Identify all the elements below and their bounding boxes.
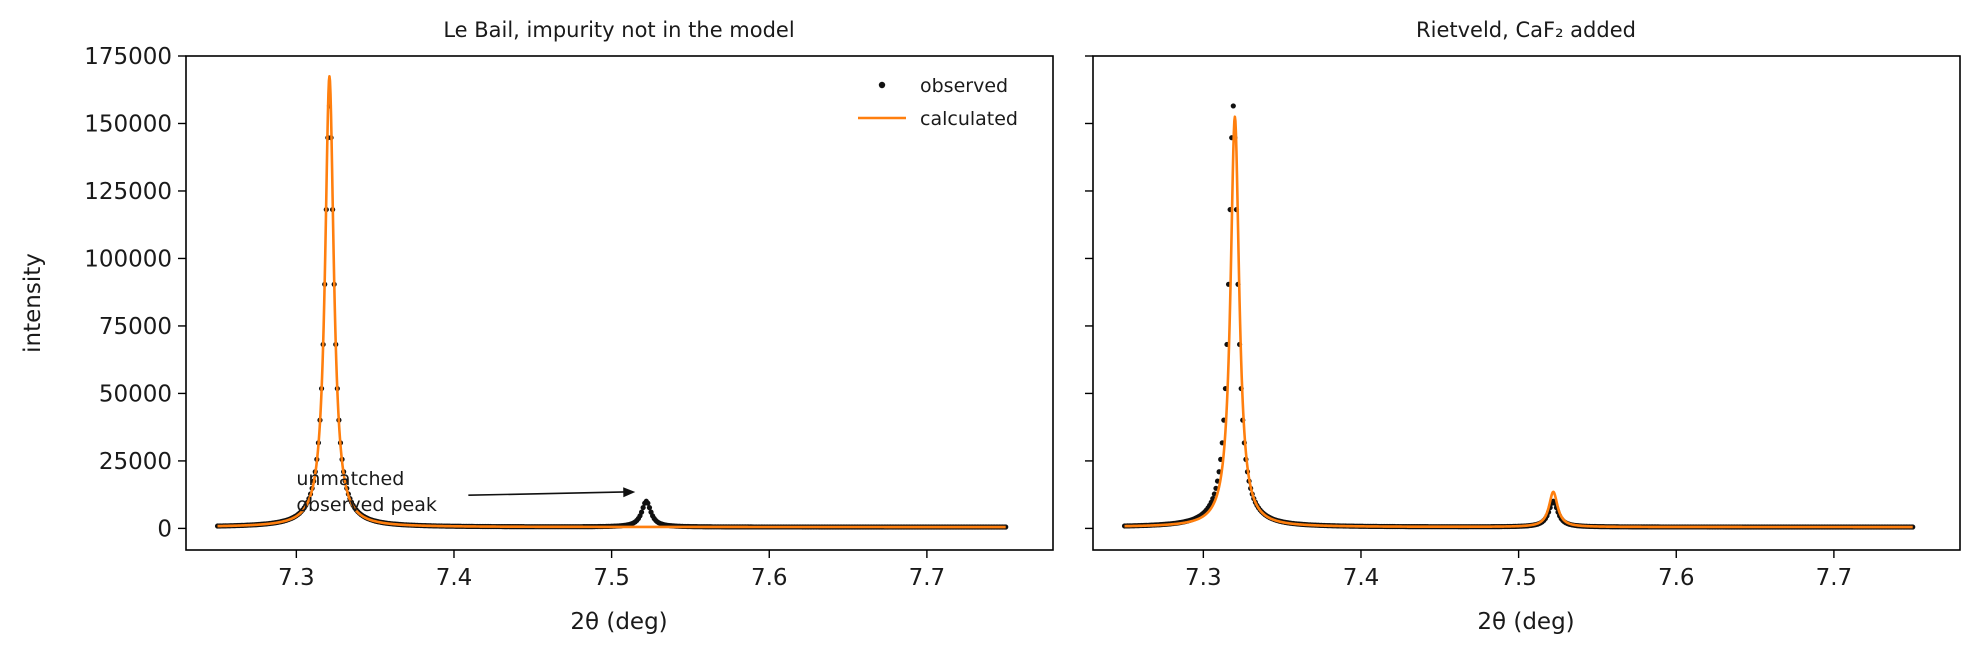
- right-x-tick-label: 7.3: [1185, 565, 1222, 591]
- y-axis-label: intensity: [20, 253, 46, 353]
- right-x-tick-label: 7.7: [1816, 565, 1853, 591]
- left-observed-point: [646, 505, 653, 511]
- left-y-tick-label: 25000: [99, 449, 172, 475]
- left-x-axis-label: 2θ (deg): [570, 609, 667, 635]
- left-annotation-arrow: [468, 491, 626, 497]
- left-plot-area: 7.3 7.4 7.5 7.6 7.7 0 25000 50000 75000 100000 125…: [84, 44, 1009, 591]
- left-y-tick-label: 0: [157, 516, 172, 542]
- left-observed-point: [640, 504, 646, 511]
- left-series-group: [214, 74, 1009, 530]
- left-x-tick-label: 7.4: [436, 565, 473, 591]
- left-annotation-text: unmatched: [296, 468, 404, 490]
- left-axes-frame: [185, 55, 1054, 551]
- right-calculated-line: [1123, 115, 1914, 529]
- left-observed-point: [645, 500, 651, 506]
- left-x-tick-label: 7.6: [751, 565, 788, 591]
- legend-calculated-label: calculated: [920, 108, 1018, 130]
- left-calculated-line: [216, 74, 1007, 529]
- right-plot-area: 7.3 7.4 7.5 7.6 7.7: [1085, 55, 1916, 591]
- left-y-tick-label: 150000: [84, 111, 172, 137]
- right-axes-frame: [1092, 55, 1961, 551]
- left-y-tick-label: 75000: [99, 314, 172, 340]
- left-observed-point: [638, 509, 645, 515]
- left-x-tick-label: 7.5: [593, 565, 630, 591]
- legend-observed-label: observed: [920, 75, 1008, 97]
- left-panel-title: Le Bail, impurity not in the model: [443, 18, 794, 42]
- right-x-tick-label: 7.5: [1500, 565, 1537, 591]
- right-series-group: [1121, 103, 1916, 530]
- left-annotation: unmatched observed peak: [296, 468, 636, 516]
- right-x-axis-label: 2θ (deg): [1477, 609, 1574, 635]
- left-y-tick-label: 125000: [84, 179, 172, 205]
- left-annotation-text: observed peak: [296, 494, 437, 516]
- legend: observed calculated: [858, 75, 1018, 130]
- right-observed-point: [1230, 103, 1236, 109]
- legend-observed-marker: [878, 81, 886, 89]
- left-x-tick-label: 7.3: [278, 565, 315, 591]
- left-x-tick-label: 7.7: [909, 565, 946, 591]
- left-annotation-arrowhead: [623, 487, 636, 498]
- right-panel: Rietveld, CaF₂ added 7.3 7.4 7.5 7.6 7.7 2θ …: [1085, 18, 1961, 635]
- right-panel-title: Rietveld, CaF₂ added: [1416, 18, 1636, 42]
- right-x-tick-label: 7.4: [1343, 565, 1380, 591]
- right-x-tick-label: 7.6: [1658, 565, 1695, 591]
- left-y-tick-label: 175000: [84, 44, 172, 70]
- left-y-tick-label: 100000: [84, 246, 172, 272]
- left-y-tick-label: 50000: [99, 381, 172, 407]
- left-panel: Le Bail, impurity not in the model 7.3 7.…: [20, 18, 1054, 635]
